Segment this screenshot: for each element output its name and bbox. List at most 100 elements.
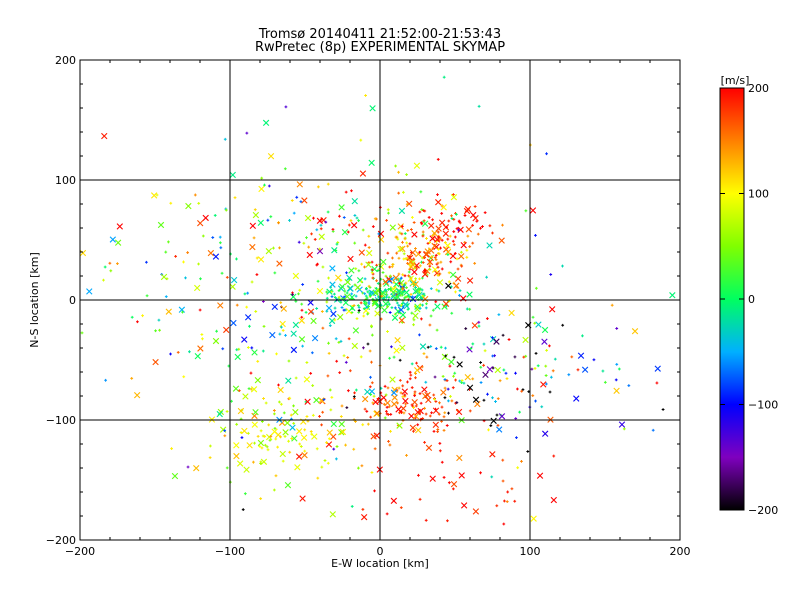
data-point (383, 416, 387, 420)
data-point-cross (493, 338, 500, 345)
data-point-cross (372, 289, 379, 297)
data-point (108, 261, 112, 265)
data-point (418, 497, 422, 501)
data-point-cross (338, 283, 346, 290)
data-point (439, 246, 442, 250)
data-point (350, 505, 354, 508)
data-point (406, 244, 410, 248)
data-point (408, 370, 412, 374)
data-point (377, 397, 380, 400)
data-point (319, 227, 323, 231)
data-point (534, 399, 537, 403)
data-point (513, 499, 517, 503)
data-point-cross (160, 273, 168, 281)
data-point-cross (197, 345, 204, 352)
data-point-cross (109, 236, 117, 243)
data-point-cross (347, 255, 354, 263)
data-point-cross (246, 442, 253, 449)
data-point (651, 428, 655, 432)
data-point (300, 308, 304, 312)
data-point (385, 218, 388, 222)
data-point (259, 497, 263, 500)
data-point (328, 324, 332, 328)
data-point (363, 243, 367, 247)
data-point (398, 411, 401, 415)
data-point (221, 347, 225, 351)
data-point (359, 138, 363, 142)
data-point (335, 359, 339, 363)
data-point (498, 379, 502, 383)
data-point (488, 224, 492, 228)
data-point (516, 466, 520, 470)
data-point-cross (295, 453, 303, 460)
data-point (259, 460, 263, 464)
data-point-cross (330, 310, 337, 318)
data-point-cross (522, 336, 529, 344)
data-point (233, 196, 237, 200)
data-point-cross (541, 326, 549, 334)
data-point (371, 276, 375, 280)
data-point-cross (540, 381, 547, 388)
data-point (369, 375, 372, 379)
data-point (220, 271, 224, 275)
data-point (255, 273, 259, 276)
data-point (340, 404, 344, 408)
data-point (354, 294, 358, 298)
data-point (427, 216, 431, 219)
data-point-cross (419, 343, 427, 350)
data-point (370, 471, 374, 474)
data-point-cross (498, 237, 505, 244)
data-point (413, 394, 417, 398)
data-point (406, 229, 410, 232)
data-point (164, 250, 168, 254)
data-point (276, 445, 280, 449)
data-point-cross (536, 472, 544, 479)
data-point (451, 386, 455, 390)
data-point (477, 104, 481, 108)
data-point-cross (472, 215, 479, 222)
data-point-cross (379, 289, 386, 296)
data-point (283, 435, 287, 438)
data-point (338, 371, 342, 375)
data-point-cross (440, 204, 447, 211)
data-point-cross (236, 460, 244, 467)
data-point (432, 430, 436, 433)
data-point (534, 351, 538, 355)
data-point (405, 241, 409, 245)
data-point (456, 409, 459, 412)
data-point-cross (409, 258, 416, 266)
data-point (305, 415, 309, 418)
data-point (450, 217, 454, 220)
data-point (553, 357, 557, 361)
data-point (388, 274, 392, 278)
data-point (325, 441, 328, 444)
data-point (352, 304, 356, 307)
data-point (403, 274, 407, 278)
data-point-cross (326, 288, 333, 295)
data-point (275, 352, 278, 356)
data-point (406, 380, 409, 384)
data-point (167, 240, 170, 244)
data-point (288, 219, 291, 222)
data-point (329, 408, 333, 412)
data-point-cross (358, 249, 365, 256)
data-point (367, 246, 371, 249)
data-point (447, 399, 450, 403)
data-point (272, 488, 276, 492)
data-point (471, 377, 475, 381)
data-point-cross (331, 247, 338, 254)
data-point-cross (394, 308, 402, 315)
data-point (615, 327, 619, 330)
data-point-cross (448, 358, 455, 366)
data-point (386, 300, 390, 304)
data-point (258, 444, 262, 448)
data-point (248, 324, 251, 328)
data-point (201, 337, 204, 341)
data-point (435, 328, 439, 332)
data-point-cross (233, 452, 240, 460)
data-point (412, 221, 416, 224)
data-point (501, 479, 505, 483)
data-point (561, 264, 564, 268)
data-point (440, 460, 444, 464)
data-point (448, 234, 452, 238)
